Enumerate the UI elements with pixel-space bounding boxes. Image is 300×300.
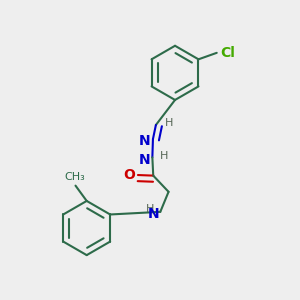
Text: N: N: [138, 153, 150, 167]
Text: O: O: [123, 168, 135, 182]
Text: H: H: [165, 118, 174, 128]
Text: H: H: [146, 205, 154, 214]
Text: CH₃: CH₃: [64, 172, 85, 182]
Text: Cl: Cl: [220, 46, 236, 60]
Text: N: N: [148, 207, 160, 220]
Text: H: H: [160, 151, 168, 160]
Text: N: N: [138, 134, 150, 148]
